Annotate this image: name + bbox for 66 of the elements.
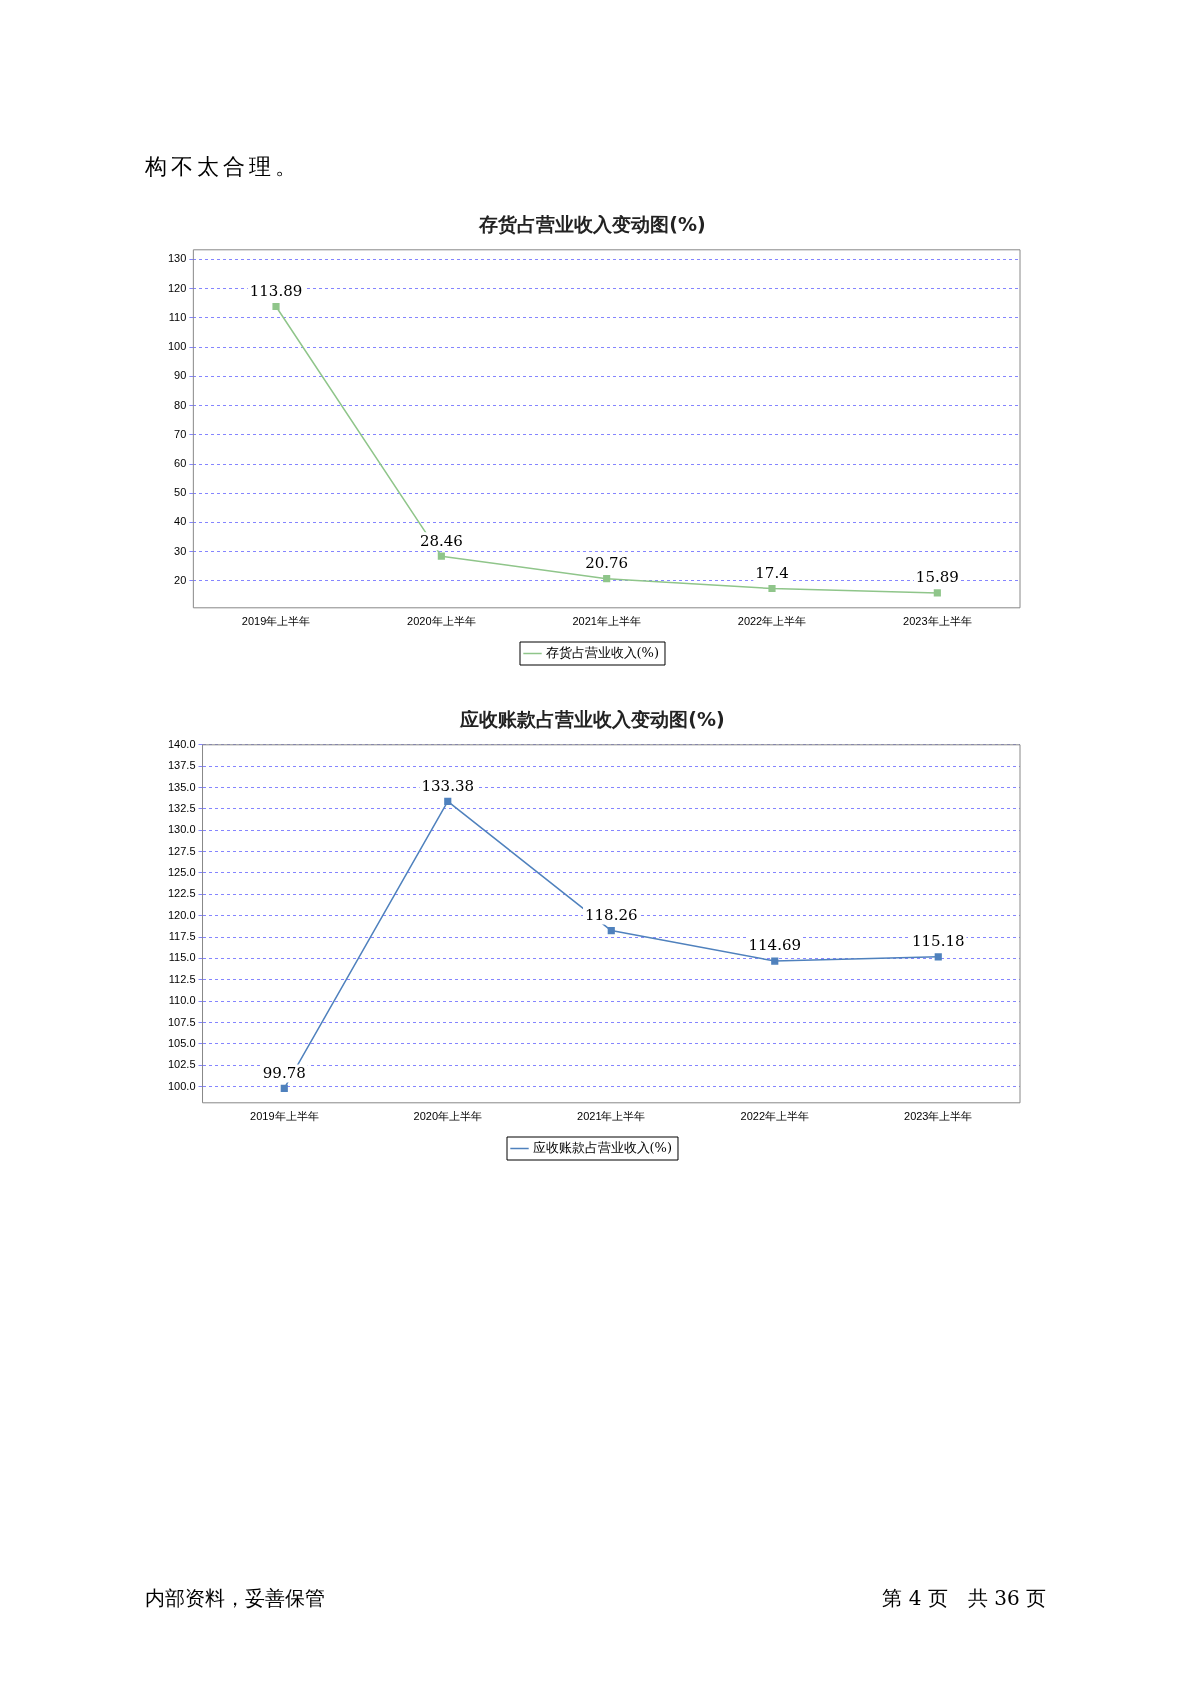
x-tick-label: 2020年上半年 [413,1110,483,1123]
y-tick-label: 120 [167,281,187,294]
data-label: 118.26 [585,905,638,924]
data-label: 133.38 [421,776,475,795]
chart-title: 存货占营业收入变动图(%) [478,213,706,236]
point [934,953,942,961]
y-tick-label: 127.5 [168,844,196,857]
y-tick-label: 140.0 [168,737,196,750]
data-label: 99.78 [262,1063,306,1082]
y-tick-label: 80 [174,398,187,411]
text: 构不太合理。 [145,153,301,181]
x-tick-label: 2021年上半年 [577,1110,646,1123]
y-tick-label: 30 [174,544,187,557]
y-tick-label: 130 [167,252,187,265]
y-tick-label: 105.0 [168,1036,196,1049]
y-tick-label: 135.0 [168,780,196,793]
point [768,584,776,593]
point [272,302,280,311]
x-tick-label: 2023年上半年 [904,1110,973,1123]
point [437,552,445,560]
x-tick-label: 2020年上半年 [407,615,476,628]
x-tick-label: 2022年上半年 [737,615,807,628]
point [603,575,611,583]
y-tick-label: 110 [168,310,187,323]
text: 第 4 页 共 36 页 [882,1585,1046,1612]
point [280,1084,288,1093]
y-tick-label: 60 [174,457,187,470]
data-label: 113.89 [249,281,303,300]
legend-label: 应收账款占营业收入(%) [532,1139,672,1155]
y-tick-label: 112.5 [168,972,196,985]
x-tick-label: 2019年上半年 [250,1110,319,1123]
y-tick-label: 107.5 [168,1015,196,1028]
y-tick-label: 137.5 [168,759,196,772]
x-tick-label: 2023年上半年 [903,615,972,628]
y-tick-label: 90 [174,369,187,382]
text: 内部资料，妥善保管 [145,1585,325,1612]
point [444,797,452,805]
y-tick-label: 120.0 [168,908,196,921]
y-tick-label: 100.0 [168,1079,196,1092]
y-tick-label: 115.0 [168,951,196,964]
y-tick-label: 132.5 [168,801,196,814]
data-label: 20.76 [585,554,629,573]
y-tick-label: 20 [174,573,187,586]
data-label: 115.18 [912,932,965,951]
y-tick-label: 117.5 [168,930,196,943]
data-label: 114.69 [748,936,802,955]
y-tick-label: 130.0 [168,823,196,836]
y-tick-label: 40 [174,515,187,528]
y-tick-label: 70 [174,427,187,440]
data-label: 28.46 [419,531,463,550]
x-tick-label: 2019年上半年 [241,615,311,628]
chart-title: 应收账款占营业收入变动图(%) [459,708,725,731]
legend-label: 存货占营业收入(%) [545,644,659,660]
y-tick-label: 122.5 [168,887,196,900]
data-label: 17.4 [755,563,789,582]
y-tick-label: 100 [167,340,187,353]
y-tick-label: 125.0 [168,865,196,878]
y-tick-label: 110.0 [168,994,196,1007]
x-tick-label: 2022年上半年 [740,1110,809,1123]
point [771,957,779,965]
point [933,589,941,597]
x-tick-label: 2021年上半年 [572,615,641,628]
point [607,926,615,935]
y-tick-label: 50 [174,486,187,499]
data-label: 15.89 [915,568,959,587]
y-tick-label: 102.5 [168,1058,196,1071]
